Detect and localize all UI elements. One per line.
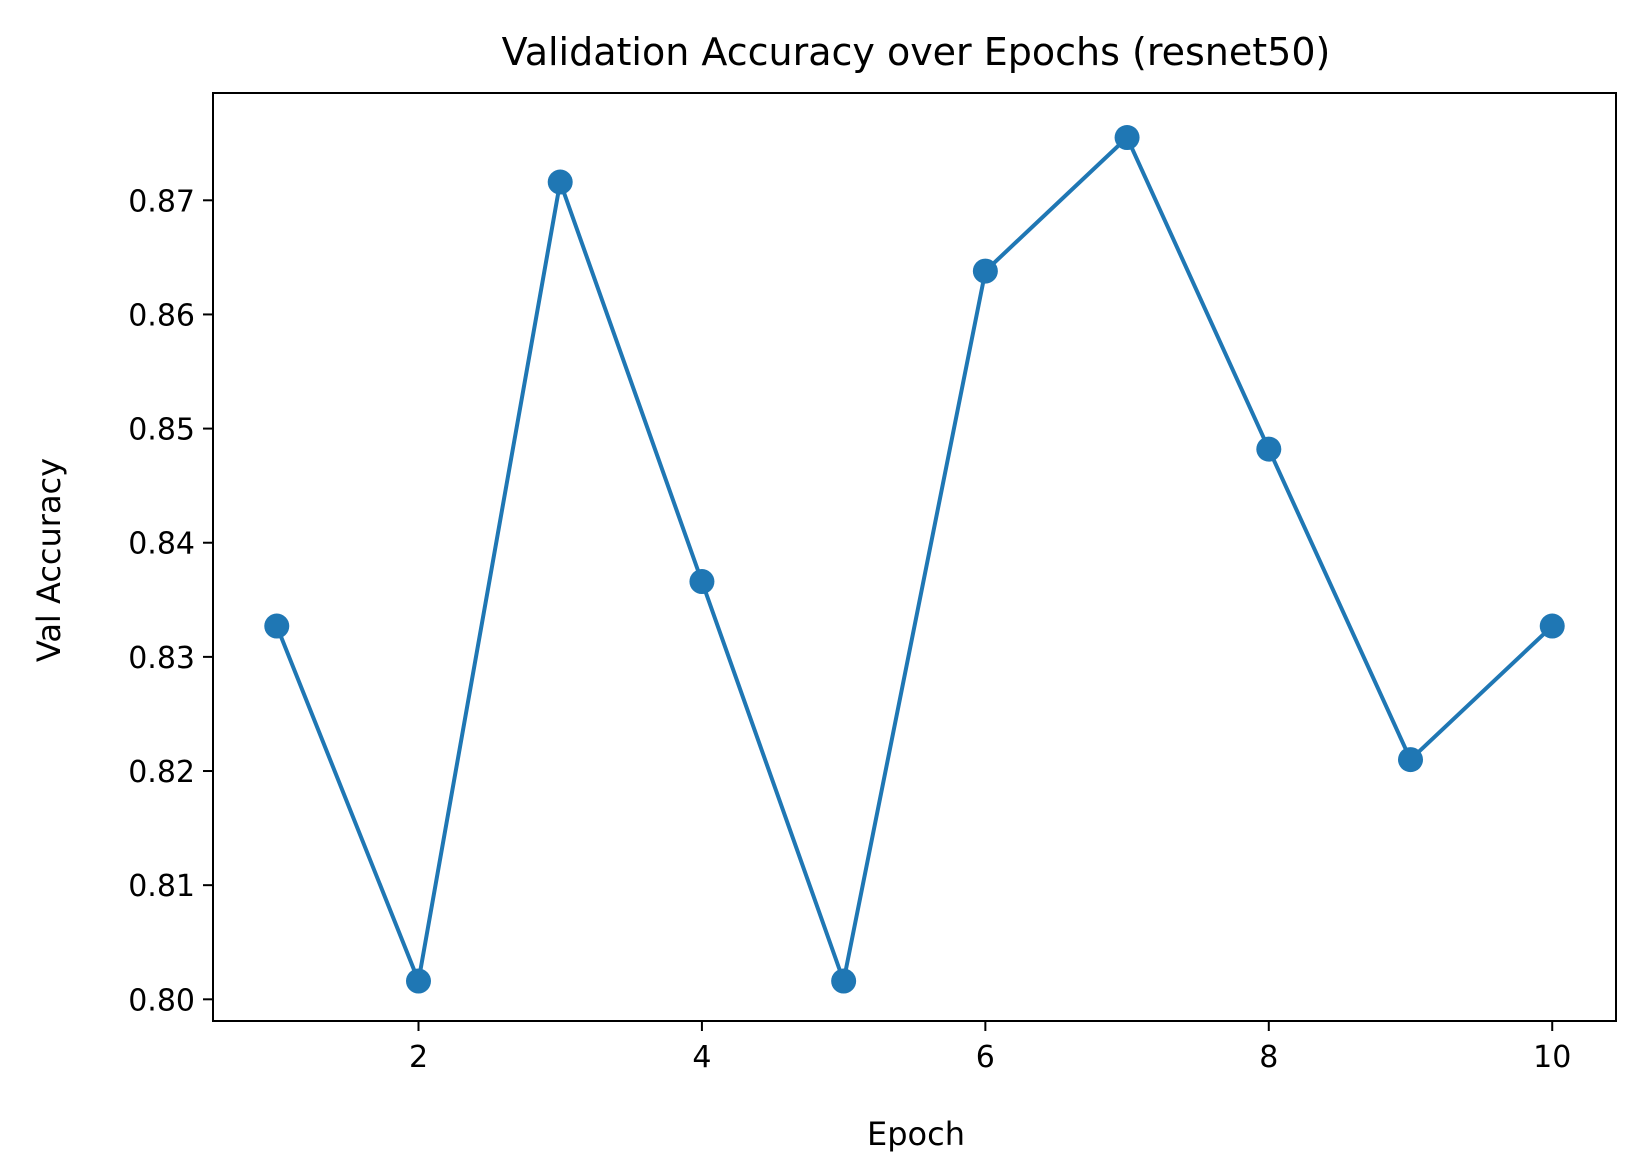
data-point bbox=[689, 569, 715, 595]
plot-frame bbox=[212, 92, 1617, 1022]
plot-area: 2 4 6 8 10 0.80 0.81 0.82 0.83 0.84 0.85 0.86 0.87 bbox=[128, 92, 1617, 1075]
y-tick-label: 0.85 bbox=[128, 413, 195, 448]
y-tick-label: 0.86 bbox=[128, 298, 195, 333]
y-tick-label: 0.80 bbox=[128, 983, 195, 1018]
x-tick-label: 6 bbox=[976, 1040, 995, 1075]
data-point bbox=[405, 968, 431, 994]
data-point bbox=[1539, 613, 1565, 639]
data-point bbox=[264, 613, 290, 639]
x-tick-label: 2 bbox=[409, 1040, 428, 1075]
x-tick-label: 4 bbox=[692, 1040, 711, 1075]
x-tick-label: 8 bbox=[1259, 1040, 1278, 1075]
x-tick-label: 10 bbox=[1533, 1040, 1571, 1075]
y-tick-label: 0.82 bbox=[128, 755, 195, 790]
data-point bbox=[547, 169, 573, 195]
y-axis-label: Val Accuracy bbox=[30, 458, 68, 662]
x-axis-label: Epoch bbox=[867, 1115, 965, 1153]
series-line bbox=[274, 135, 1554, 983]
data-point bbox=[1256, 436, 1282, 462]
data-point bbox=[972, 258, 998, 284]
data-point bbox=[831, 968, 857, 994]
y-tick-label: 0.81 bbox=[128, 869, 195, 904]
y-tick-label: 0.83 bbox=[128, 641, 195, 676]
data-point bbox=[1398, 747, 1424, 773]
y-tick-label: 0.87 bbox=[128, 184, 195, 219]
y-tick-label: 0.84 bbox=[128, 527, 195, 562]
chart-title: Validation Accuracy over Epochs (resnet5… bbox=[502, 30, 1331, 74]
data-point bbox=[1114, 125, 1140, 151]
